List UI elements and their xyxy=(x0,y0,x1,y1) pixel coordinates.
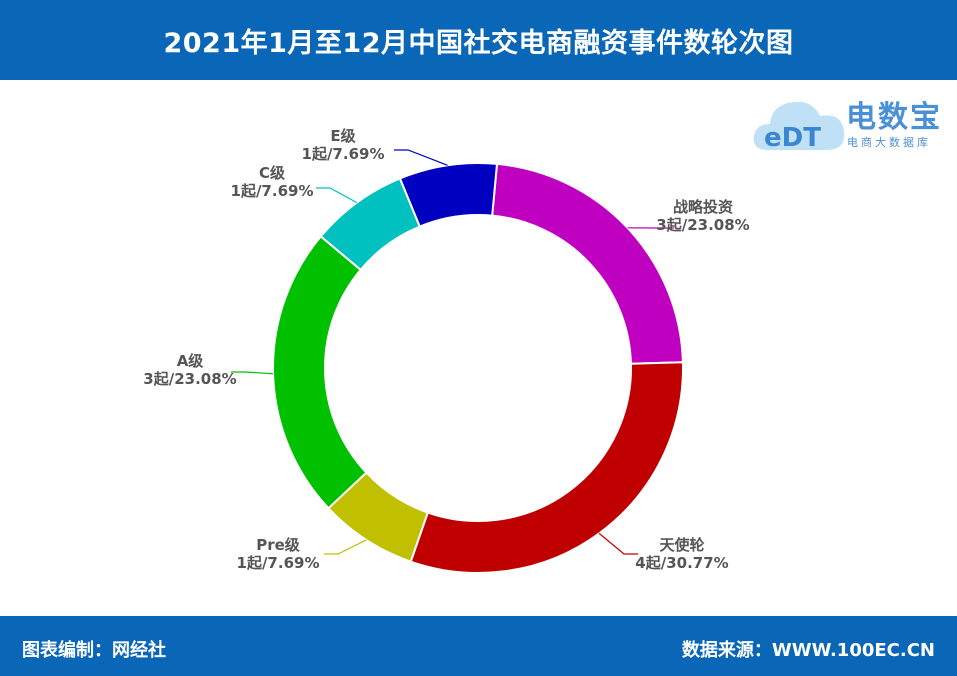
leader-line-3 xyxy=(324,539,367,555)
slice-value-label: 1起/7.69% xyxy=(302,145,385,163)
slice-value-label: 3起/23.08% xyxy=(656,216,749,234)
slice-value-label: 1起/7.69% xyxy=(237,554,320,572)
chart-header: 2021年1月至12月中国社交电商融资事件数轮次图 xyxy=(0,0,957,80)
donut-slice-2 xyxy=(409,361,684,574)
cloud-icon: eDT xyxy=(753,101,845,153)
leader-line-5 xyxy=(316,187,358,204)
slice-category-label: 天使轮 xyxy=(659,536,704,554)
logo-subtitle: 电商大数据库 xyxy=(847,136,931,149)
donut-slice-6 xyxy=(398,162,499,228)
leader-line-4 xyxy=(231,371,274,375)
logo-mark: eDT xyxy=(764,123,821,153)
footer-data-source: 数据来源：WWW.100EC.CN xyxy=(681,640,935,661)
footer-source-editor: 图表编制：网经社 xyxy=(22,640,166,661)
leader-line-6 xyxy=(394,149,448,166)
chart-title: 2021年1月至12月中国社交电商融资事件数轮次图 xyxy=(163,27,794,59)
slice-category-label: C级 xyxy=(259,164,286,182)
slice-value-label: 3起/23.08% xyxy=(143,370,236,388)
donut-chart: 战略投资3起/23.08%天使轮4起/30.77%Pre级1起/7.69%A级3… xyxy=(143,127,750,574)
edt-logo: eDT 电数宝 电商大数据库 xyxy=(750,88,950,160)
donut-slice-4 xyxy=(272,235,368,510)
slice-category-label: Pre级 xyxy=(256,536,301,554)
chart-footer: 图表编制：网经社 数据来源：WWW.100EC.CN xyxy=(0,616,957,676)
donut-slice-1 xyxy=(491,162,684,365)
slice-category-label: 战略投资 xyxy=(673,198,733,216)
slice-category-label: A级 xyxy=(177,352,205,370)
logo-brand: 电数宝 xyxy=(846,100,942,135)
slice-category-label: E级 xyxy=(330,127,356,145)
slice-value-label: 4起/30.77% xyxy=(635,554,728,572)
leader-line-2 xyxy=(598,532,638,555)
slice-value-label: 1起/7.69% xyxy=(231,182,314,200)
